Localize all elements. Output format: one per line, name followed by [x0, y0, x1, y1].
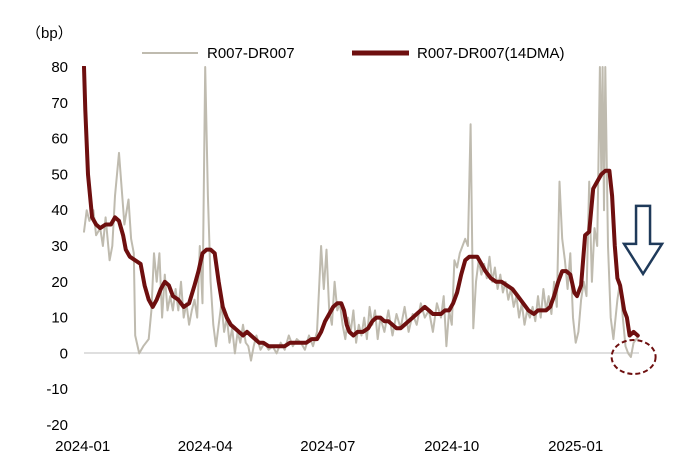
y-tick-label: 30 [51, 238, 68, 255]
series-line-spread [83, 66, 640, 362]
y-tick-label: 60 [51, 131, 68, 148]
x-tick-label: 2024-01 [55, 438, 110, 455]
y-tick-label: -10 [46, 381, 68, 398]
y-tick-label: 80 [51, 59, 68, 76]
y-axis-unit-label: （bp） [26, 25, 73, 42]
y-axis-ticks: 80 70 60 50 40 30 20 10 0 -10 -20 [46, 59, 68, 434]
dashed-circle-annotation [610, 338, 657, 375]
x-tick-label: 2024-10 [424, 438, 479, 455]
series-line-14dma [82, 66, 640, 349]
series-layer [82, 66, 640, 362]
x-axis-ticks: 2024-01 2024-04 2024-07 2024-10 2025-01 [55, 438, 603, 455]
y-tick-label: 10 [51, 310, 68, 327]
x-tick-label: 2024-04 [178, 438, 233, 455]
y-tick-label: 50 [51, 166, 68, 183]
legend-label-spread: R007-DR007 [207, 45, 295, 62]
x-tick-label: 2025-01 [548, 438, 603, 455]
x-tick-label: 2024-07 [300, 438, 355, 455]
y-tick-label: 40 [51, 202, 68, 219]
y-tick-label: -20 [46, 417, 68, 434]
y-tick-label: 0 [60, 345, 68, 362]
legend: R007-DR007 R007-DR007(14DMA) [142, 45, 565, 62]
annotation-layer [610, 204, 665, 375]
y-tick-label: 70 [51, 95, 68, 112]
down-arrow-annotation [621, 204, 665, 277]
legend-label-14dma: R007-DR007(14DMA) [417, 45, 565, 62]
y-tick-label: 20 [51, 274, 68, 291]
